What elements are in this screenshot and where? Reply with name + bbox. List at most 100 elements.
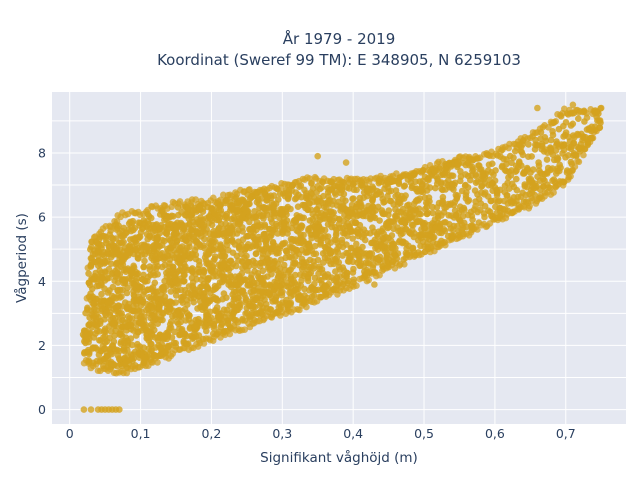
x-tick-label: 0,2 <box>201 426 221 441</box>
data-point <box>151 279 159 287</box>
data-point <box>457 168 464 175</box>
data-point <box>528 153 535 160</box>
data-point <box>472 203 479 210</box>
data-point <box>154 271 161 278</box>
data-point <box>596 117 604 124</box>
data-point <box>387 187 395 195</box>
data-point <box>171 328 178 336</box>
data-point <box>442 241 449 249</box>
data-point <box>429 209 437 217</box>
data-point <box>513 186 521 194</box>
data-point <box>359 243 366 251</box>
data-point <box>300 231 307 239</box>
data-point <box>159 316 166 324</box>
data-point <box>325 280 333 288</box>
data-point <box>85 270 92 277</box>
data-point <box>295 291 303 298</box>
data-point <box>126 242 134 249</box>
data-point <box>168 318 175 325</box>
data-point <box>158 241 166 249</box>
data-point <box>459 212 467 220</box>
data-point <box>330 209 337 216</box>
data-point <box>245 262 253 270</box>
y-tick-labels: 0 2 4 6 8 <box>38 145 46 417</box>
data-point <box>565 152 572 159</box>
data-point <box>140 313 148 321</box>
data-point <box>124 284 131 292</box>
x-tick-label: 0,4 <box>343 426 363 441</box>
data-point <box>262 240 270 247</box>
x-tick-label: 0,3 <box>272 426 292 441</box>
chart-title-line-2: Koordinat (Sweref 99 TM): E 348905, N 62… <box>157 51 521 69</box>
data-point <box>491 177 499 184</box>
data-point <box>532 136 539 144</box>
data-point <box>168 334 176 341</box>
data-point <box>556 161 563 169</box>
x-tick-label: 0,7 <box>556 426 576 441</box>
data-point <box>343 241 350 248</box>
data-point <box>243 252 250 260</box>
data-point <box>310 292 318 300</box>
data-point <box>147 340 154 348</box>
data-point <box>134 270 142 277</box>
x-axis-title: Signifikant våghöjd (m) <box>260 449 418 466</box>
data-point <box>196 261 203 269</box>
data-point <box>519 151 527 159</box>
data-point <box>278 292 286 299</box>
x-tick-label: 0 <box>66 426 74 441</box>
data-point <box>266 281 273 289</box>
data-point <box>481 213 488 221</box>
data-point <box>535 162 543 169</box>
data-point <box>415 197 422 204</box>
data-point <box>181 277 188 285</box>
data-point <box>211 255 218 263</box>
data-point <box>333 236 340 244</box>
data-point <box>268 270 275 278</box>
data-point <box>311 242 319 250</box>
data-point <box>159 236 166 244</box>
data-point <box>272 200 280 207</box>
data-point <box>186 312 193 319</box>
data-point <box>239 224 246 231</box>
data-point <box>246 200 253 208</box>
data-point <box>98 290 105 298</box>
x-tick-label: 0,5 <box>414 426 434 441</box>
data-point <box>370 213 377 221</box>
data-point <box>236 302 243 309</box>
data-point <box>303 303 310 311</box>
data-point <box>571 163 579 170</box>
data-point <box>474 226 481 233</box>
data-point <box>283 211 290 218</box>
data-point <box>86 281 94 289</box>
y-axis-title: Vågperiod (s) <box>13 213 30 303</box>
data-point <box>123 289 131 297</box>
data-point <box>353 240 360 248</box>
data-point <box>510 154 517 161</box>
data-point <box>115 222 122 230</box>
data-point <box>161 293 169 301</box>
data-point <box>114 352 122 359</box>
data-point <box>199 208 207 215</box>
data-point <box>241 291 248 298</box>
data-point <box>542 137 550 145</box>
data-point <box>109 342 117 349</box>
data-point <box>365 276 373 284</box>
data-point <box>292 271 299 279</box>
data-point <box>353 282 360 290</box>
data-point <box>177 318 184 326</box>
data-point <box>120 238 127 246</box>
data-point <box>298 222 305 229</box>
data-point <box>208 221 216 229</box>
data-point <box>576 107 584 115</box>
data-point <box>206 308 214 316</box>
data-point <box>575 158 583 166</box>
data-point <box>181 271 188 279</box>
data-point <box>492 167 499 174</box>
data-point <box>228 224 235 231</box>
data-point <box>234 294 242 302</box>
data-point <box>308 179 315 186</box>
data-point <box>263 211 271 218</box>
data-point <box>449 172 457 180</box>
data-point <box>116 331 124 339</box>
data-point <box>287 299 295 307</box>
